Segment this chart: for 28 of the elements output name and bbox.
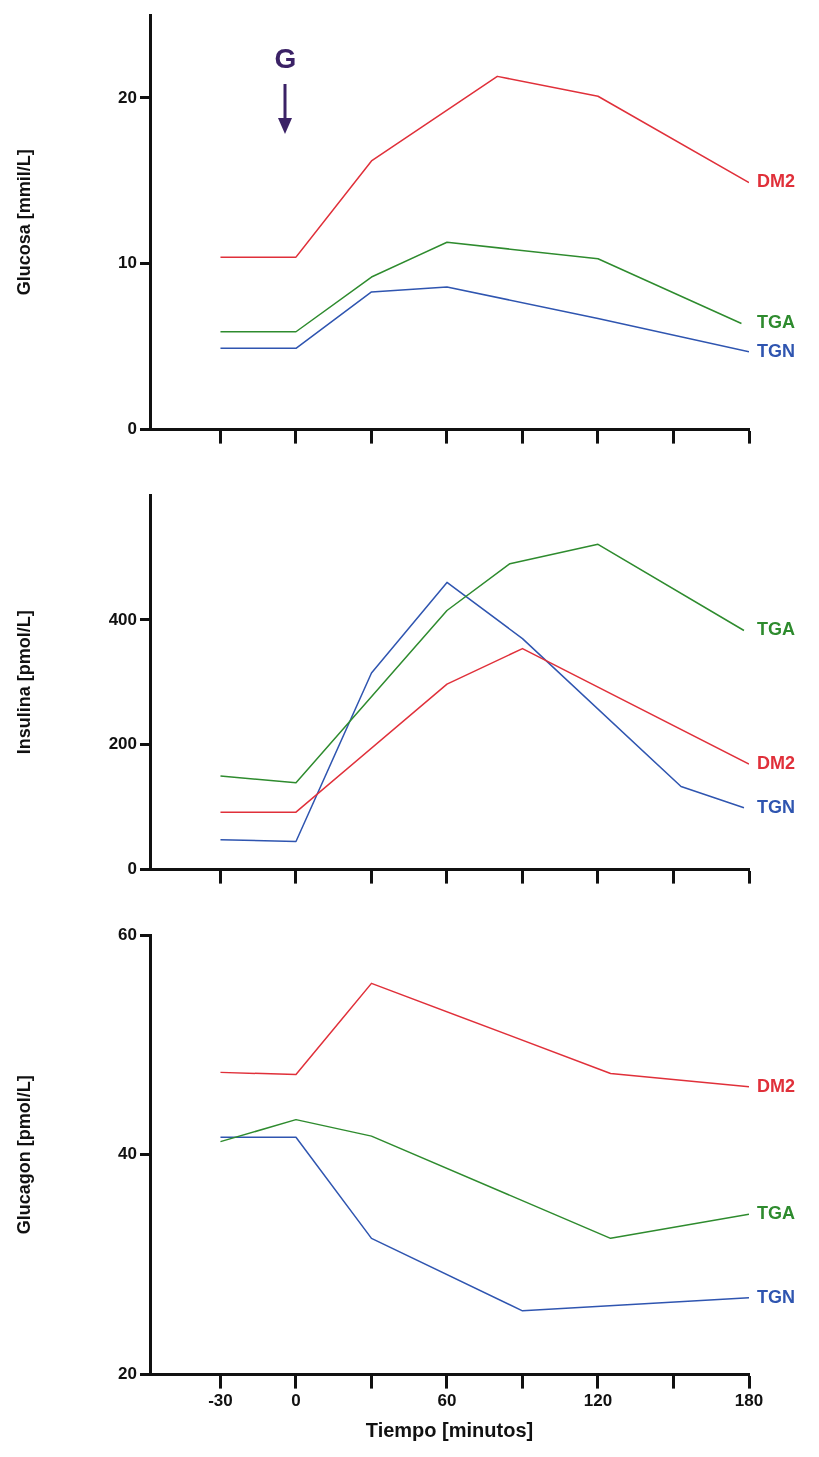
x-tick-label: 60 (437, 1391, 457, 1411)
y-tick-label: 400 (108, 609, 137, 629)
y-tick-label: 20 (118, 87, 137, 107)
x-axis-title: Tiempo [minutos] (365, 1418, 534, 1441)
y-axis-title: Glucagon [pmol/L] (13, 1075, 34, 1235)
series-label: TGA (757, 1203, 795, 1224)
series-label: DM2 (757, 171, 796, 192)
y-tick-label: 0 (127, 419, 137, 439)
y-tick-label: 20 (118, 1364, 137, 1384)
y-axis-title: Insulina [pmol/L] (13, 610, 34, 755)
series-label: TGN (757, 1286, 795, 1307)
x-tick-label: -30 (208, 1391, 233, 1411)
y-tick-label: 40 (118, 1144, 137, 1164)
y-tick-label: 200 (108, 734, 137, 754)
y-tick-label: 60 (118, 924, 137, 944)
y-tick-label: 0 (127, 859, 137, 879)
x-tick-label: 120 (583, 1391, 613, 1411)
series-label: TGA (757, 619, 795, 640)
series-label: TGA (757, 312, 795, 333)
y-tick-label: 10 (118, 253, 137, 273)
x-tick-label: 180 (734, 1391, 764, 1411)
series-label: DM2 (757, 753, 796, 774)
series-label: DM2 (757, 1075, 796, 1096)
series-label: TGN (757, 340, 795, 361)
y-axis-title: Glucosa [mmil/L] (13, 149, 34, 296)
x-tick-label: 0 (291, 1391, 301, 1411)
annotation: G (274, 42, 297, 74)
series-label: TGN (757, 796, 795, 817)
